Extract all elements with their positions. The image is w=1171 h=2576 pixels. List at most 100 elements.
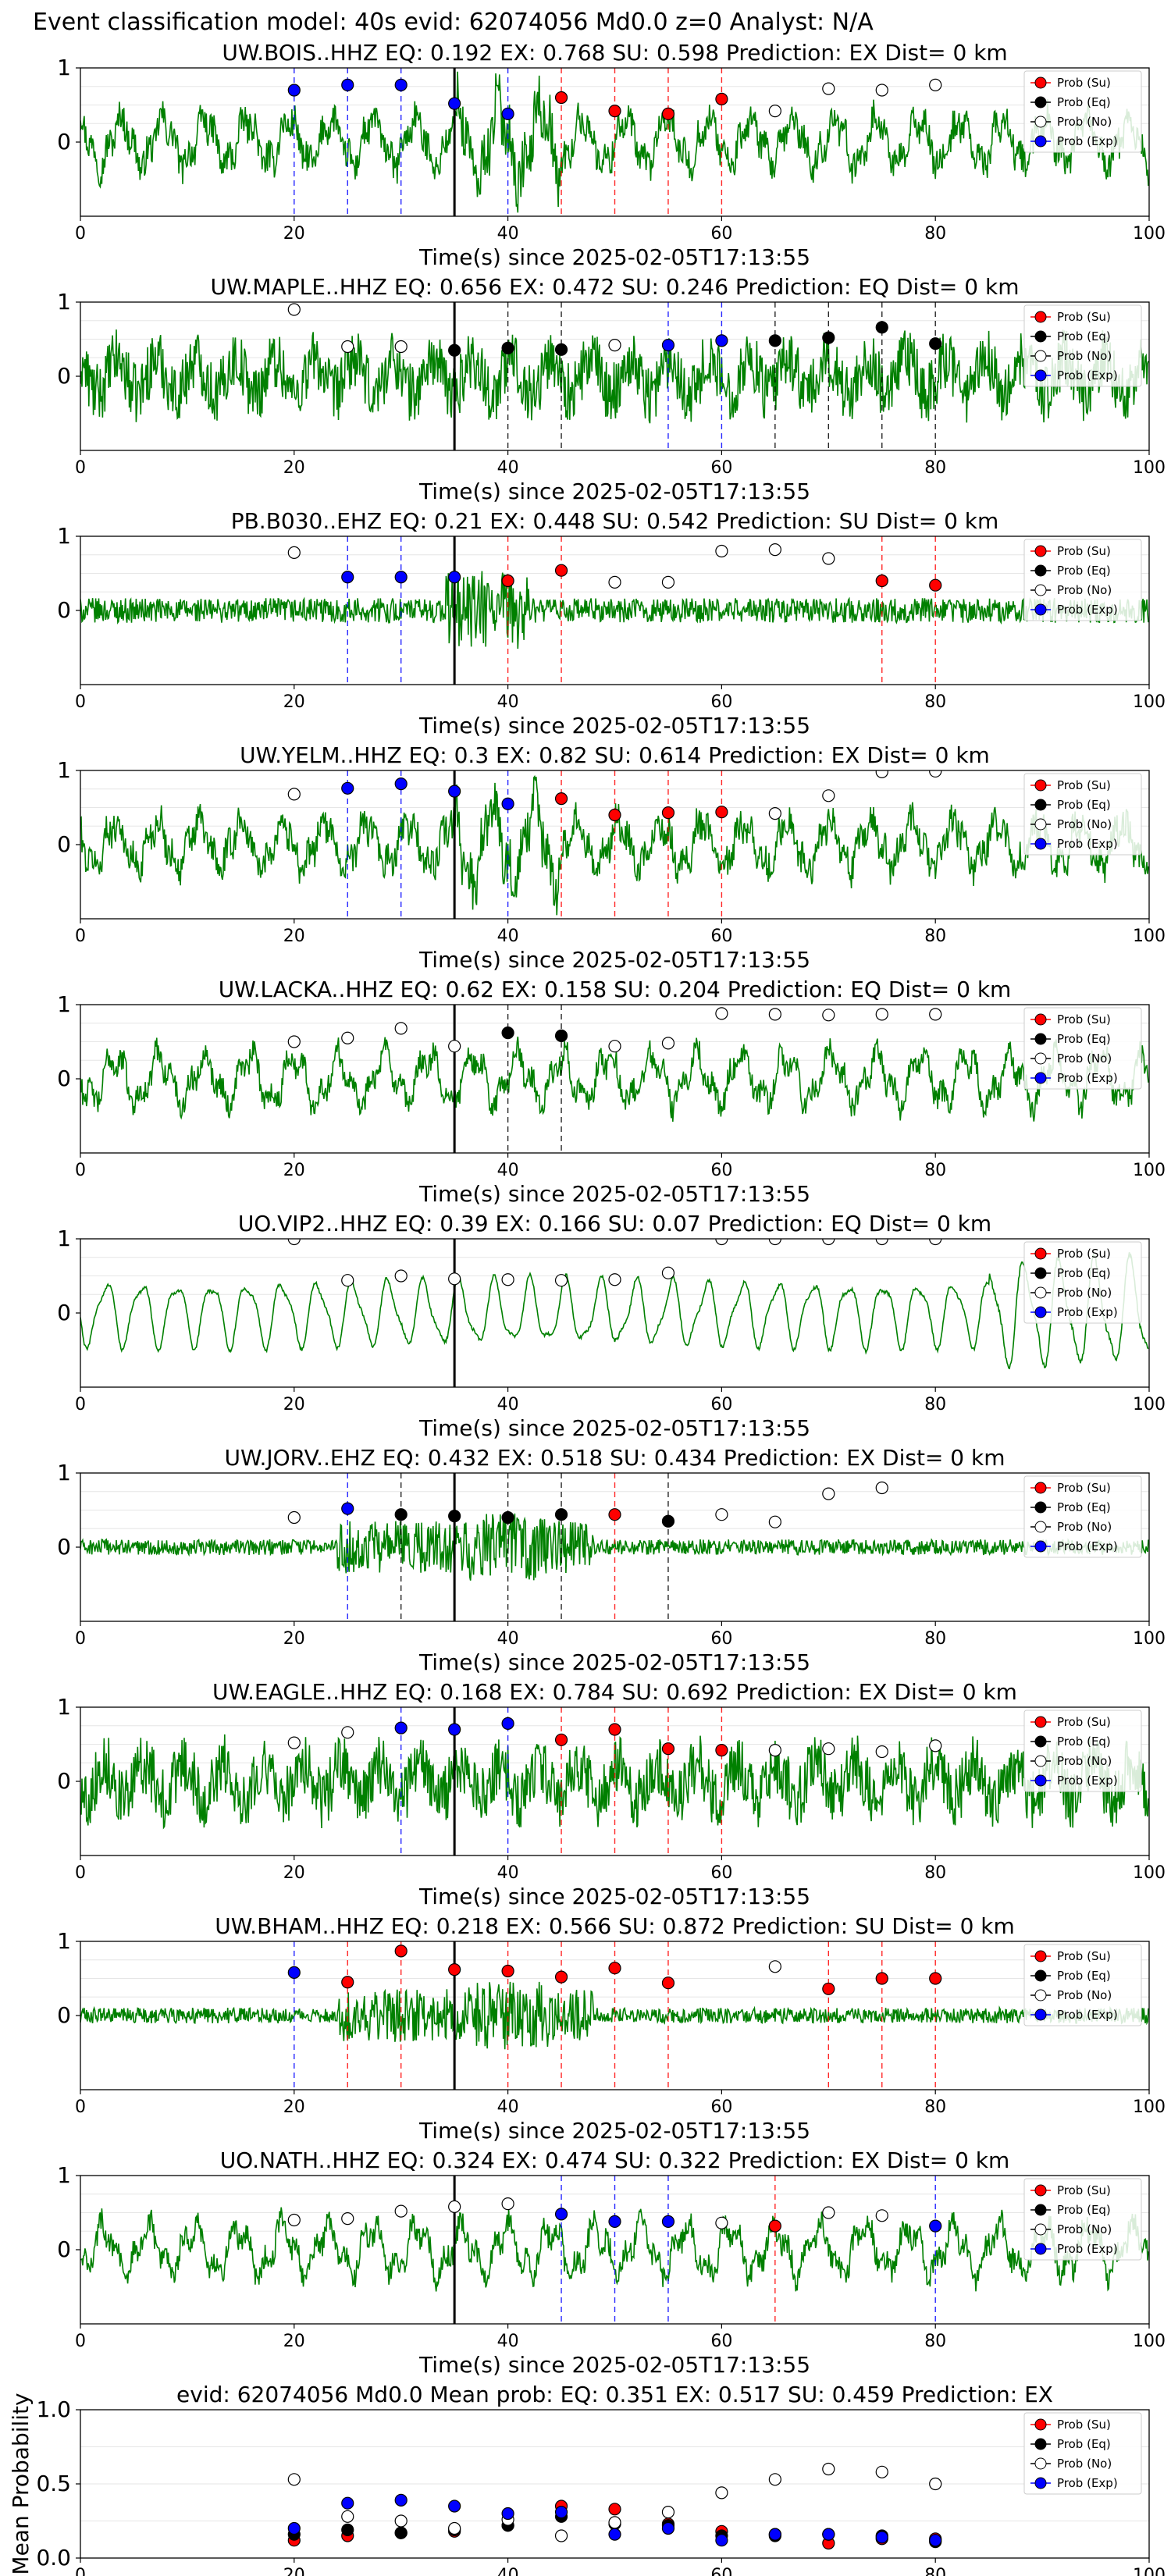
prob-marker-su xyxy=(768,2219,781,2233)
x-tick-label: 80 xyxy=(924,458,946,478)
prob-marker-eq xyxy=(875,321,888,334)
x-tick-label: 0 xyxy=(75,1161,86,1180)
mean-marker-ex xyxy=(501,2507,514,2521)
prob-marker-no xyxy=(341,1726,354,1739)
x-tick-label: 60 xyxy=(710,1161,732,1180)
legend-label-no: Prob (No) xyxy=(1057,349,1112,363)
prob-marker-su xyxy=(554,1733,568,1746)
prob-marker-ex xyxy=(394,1721,408,1735)
legend-label-su: Prob (Su) xyxy=(1057,2183,1111,2197)
legend-marker-no xyxy=(1034,818,1047,831)
legend-label-su: Prob (Su) xyxy=(1057,544,1111,558)
prob-marker-su xyxy=(661,1742,675,1756)
x-tick-label: 40 xyxy=(497,692,519,712)
panel-title: UW.YELM..HHZ EQ: 0.3 EX: 0.82 SU: 0.614 … xyxy=(240,742,990,768)
legend-marker-su xyxy=(1034,76,1047,89)
prob-marker-su xyxy=(501,574,514,588)
mean-marker-no xyxy=(448,2521,461,2535)
x-axis-label: Time(s) since 2025-02-05T17:13:55 xyxy=(418,1181,810,1207)
legend-marker-su xyxy=(1034,2418,1047,2431)
prob-marker-ex xyxy=(501,1717,514,1730)
x-tick-label: 0 xyxy=(75,1863,86,1883)
prob-marker-no xyxy=(394,340,408,354)
station-panel: UW.BOIS..HHZ EQ: 0.192 EX: 0.768 SU: 0.5… xyxy=(57,40,1166,270)
plot-frame xyxy=(80,1004,1150,1154)
prob-marker-no xyxy=(501,1273,514,1286)
x-axis-label: Time(s) since 2025-02-05T17:13:55 xyxy=(418,479,810,504)
legend-label-ex: Prob (Exp) xyxy=(1057,1539,1118,1553)
x-tick-label: 100 xyxy=(1133,2566,1166,2576)
legend-marker-no xyxy=(1034,2223,1047,2236)
prob-marker-no xyxy=(875,1481,888,1495)
x-tick-label: 20 xyxy=(283,2332,305,2351)
legend-marker-ex xyxy=(1034,838,1047,850)
legend-marker-no xyxy=(1034,1989,1047,2001)
prob-marker-no xyxy=(875,2209,888,2222)
panel-title: PB.B030..EHZ EQ: 0.21 EX: 0.448 SU: 0.54… xyxy=(231,508,999,534)
legend-marker-ex xyxy=(1034,603,1047,616)
mean-marker-no xyxy=(341,2510,354,2523)
x-tick-label: 80 xyxy=(924,2097,946,2117)
legend-box xyxy=(1023,304,1142,387)
x-tick-label: 60 xyxy=(710,927,732,946)
y-tick-label: 0.5 xyxy=(36,2471,71,2496)
legend-label-su: Prob (Su) xyxy=(1057,778,1111,792)
x-tick-label: 0 xyxy=(75,927,86,946)
panel-title: UW.BHAM..HHZ EQ: 0.218 EX: 0.566 SU: 0.8… xyxy=(215,1913,1015,1939)
prob-marker-no xyxy=(661,575,675,589)
legend-label-no: Prob (No) xyxy=(1057,115,1112,129)
prob-marker-su xyxy=(448,1963,461,1976)
legend-marker-eq xyxy=(1034,96,1047,109)
x-tick-label: 80 xyxy=(924,1395,946,1414)
panel-title: UW.JORV..EHZ EQ: 0.432 EX: 0.518 SU: 0.4… xyxy=(225,1445,1005,1471)
x-tick-label: 80 xyxy=(924,224,946,244)
prob-marker-eq xyxy=(501,1026,514,1040)
prob-marker-su xyxy=(554,564,568,577)
x-tick-label: 80 xyxy=(924,692,946,712)
mean-marker-ex xyxy=(822,2528,835,2541)
legend-label-ex: Prob (Exp) xyxy=(1057,1305,1118,1319)
prob-marker-ex xyxy=(448,785,461,798)
x-tick-label: 100 xyxy=(1133,1395,1166,1414)
prob-marker-su xyxy=(929,578,942,592)
x-tick-label: 100 xyxy=(1133,692,1166,712)
mean-marker-no xyxy=(554,2529,568,2542)
mean-marker-no xyxy=(822,2462,835,2476)
y-tick-label: 1 xyxy=(57,289,71,315)
legend-marker-su xyxy=(1034,1950,1047,1962)
legend-label-no: Prob (No) xyxy=(1057,1286,1112,1300)
mean-marker-ex xyxy=(608,2528,621,2541)
mean-marker-no xyxy=(768,2473,781,2486)
prob-marker-ex xyxy=(394,78,408,91)
mean-prob-panel: evid: 62074056 Md0.0 Mean prob: EQ: 0.35… xyxy=(8,2382,1166,2576)
prob-marker-no xyxy=(661,1037,675,1050)
legend-box xyxy=(1023,1007,1142,1090)
legend-label-no: Prob (No) xyxy=(1057,817,1112,831)
prob-marker-ex xyxy=(929,2219,942,2233)
y-tick-label: 0 xyxy=(57,597,71,623)
panel-title: evid: 62074056 Md0.0 Mean prob: EQ: 0.35… xyxy=(176,2382,1053,2407)
prob-marker-su xyxy=(608,808,621,822)
prob-marker-ex xyxy=(287,1966,301,1979)
prob-marker-no xyxy=(875,770,888,778)
prob-marker-ex xyxy=(394,571,408,584)
prob-marker-su xyxy=(608,1723,621,1736)
x-axis-label: Time(s) since 2025-02-05T17:13:55 xyxy=(418,713,810,738)
y-tick-label: 1.0 xyxy=(36,2396,71,2422)
x-tick-label: 0 xyxy=(75,2332,86,2351)
x-tick-label: 100 xyxy=(1133,458,1166,478)
prob-marker-no xyxy=(822,1487,835,1500)
prob-marker-no xyxy=(822,1009,835,1022)
prob-marker-no xyxy=(768,1008,781,1021)
x-tick-label: 60 xyxy=(710,1629,732,1649)
station-panel: UO.NATH..HHZ EQ: 0.324 EX: 0.474 SU: 0.3… xyxy=(57,2147,1166,2378)
y-tick-label: 0 xyxy=(57,129,71,155)
legend-label-eq: Prob (Eq) xyxy=(1057,1500,1111,1514)
legend-label-ex: Prob (Exp) xyxy=(1057,1774,1118,1788)
prob-marker-su xyxy=(608,105,621,118)
y-tick-label: 1 xyxy=(57,1460,71,1485)
legend-marker-ex xyxy=(1034,1306,1047,1318)
legend-label-su: Prob (Su) xyxy=(1057,1949,1111,1963)
mean-marker-ex xyxy=(287,2521,301,2535)
